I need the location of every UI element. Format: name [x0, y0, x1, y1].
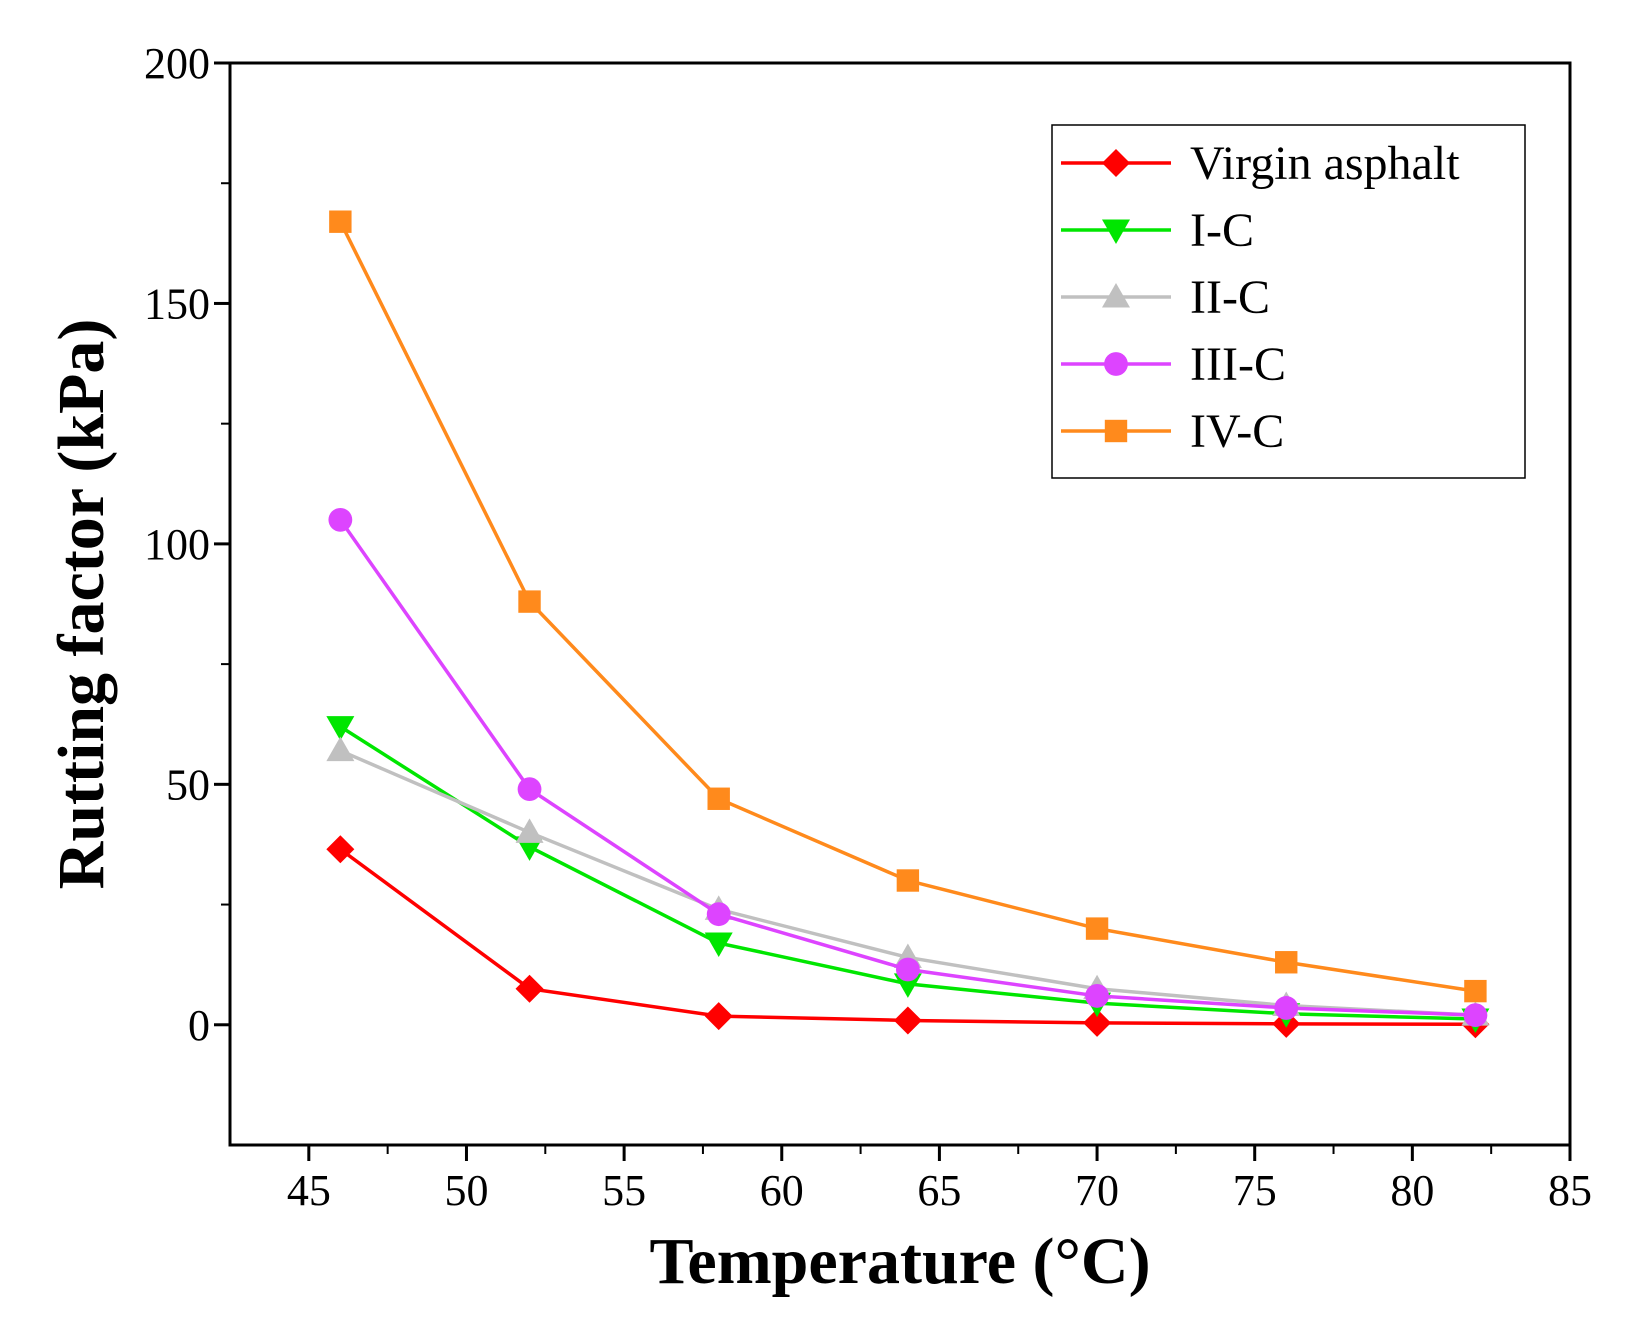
- plot-frame: [228, 61, 1572, 1147]
- data-point: [326, 716, 355, 741]
- legend: Virgin asphalt I-C II-C III-C IV-C: [1051, 124, 1526, 479]
- legend-label: III-C: [1190, 338, 1286, 391]
- data-point: [1274, 996, 1299, 1020]
- data-point: [326, 736, 355, 762]
- x-axis-title: Temperature (°C): [649, 1225, 1150, 1298]
- legend-marker: [1104, 352, 1128, 376]
- data-point: [328, 507, 353, 532]
- legend-box: [1051, 124, 1526, 479]
- legend-entry: Virgin asphalt: [1061, 137, 1460, 190]
- series-layer: [326, 210, 1490, 1039]
- legend-label: Virgin asphalt: [1190, 137, 1460, 190]
- data-point: [1464, 979, 1487, 1003]
- data-point: [517, 777, 542, 802]
- data-point: [1083, 1008, 1112, 1037]
- y-axis-title: Rutting factor (kPa): [45, 319, 118, 890]
- data-point: [518, 590, 541, 613]
- data-point: [1275, 951, 1298, 974]
- x-tick-label: 80: [1390, 1166, 1434, 1215]
- y-tick-label: 200: [144, 39, 210, 88]
- x-tick-label: 45: [287, 1166, 331, 1215]
- series-iv-c: [329, 210, 1487, 1003]
- data-point: [1085, 984, 1109, 1008]
- data-point: [329, 210, 352, 233]
- y-tick-label: 50: [166, 760, 210, 809]
- data-point: [1085, 917, 1109, 940]
- x-tick-label: 50: [444, 1166, 488, 1215]
- data-point: [704, 1002, 733, 1031]
- series-iii-c: [328, 507, 1488, 1028]
- legend-entry: IV-C: [1061, 405, 1284, 458]
- legend-label: IV-C: [1190, 405, 1284, 458]
- data-point: [706, 902, 731, 927]
- data-point: [326, 835, 355, 864]
- x-tick-label: 55: [602, 1166, 646, 1215]
- x-tick-label: 60: [760, 1166, 804, 1215]
- legend-marker: [1102, 283, 1130, 308]
- data-point: [895, 957, 920, 982]
- x-tick-label: 75: [1233, 1166, 1277, 1215]
- data-point: [1463, 1003, 1488, 1028]
- data-point: [707, 787, 730, 810]
- data-point: [515, 818, 544, 843]
- y-tick-label: 100: [144, 520, 210, 569]
- data-point: [896, 869, 920, 892]
- x-tick-label: 65: [917, 1166, 961, 1215]
- legend-entry: I-C: [1061, 204, 1254, 257]
- series-line: [338, 518, 1476, 1017]
- data-point: [704, 932, 733, 958]
- x-tick-label: 85: [1548, 1166, 1592, 1215]
- y-tick-label: 0: [188, 1001, 210, 1050]
- legend-entry: III-C: [1061, 338, 1286, 391]
- legend-marker: [1102, 219, 1130, 244]
- data-point: [515, 974, 544, 1003]
- data-point: [893, 973, 922, 998]
- legend-label: II-C: [1190, 271, 1270, 324]
- data-point: [893, 1006, 922, 1035]
- legend-marker: [1104, 419, 1128, 443]
- legend-entry: II-C: [1061, 271, 1270, 324]
- legend-marker: [1102, 149, 1130, 177]
- legend-label: I-C: [1190, 204, 1254, 257]
- axis-ticks: 45 50 55 60 65 70 75 80 85 0 50 100 150 200: [144, 39, 1592, 1215]
- x-tick-label: 70: [1075, 1166, 1119, 1215]
- y-tick-label: 150: [144, 279, 210, 328]
